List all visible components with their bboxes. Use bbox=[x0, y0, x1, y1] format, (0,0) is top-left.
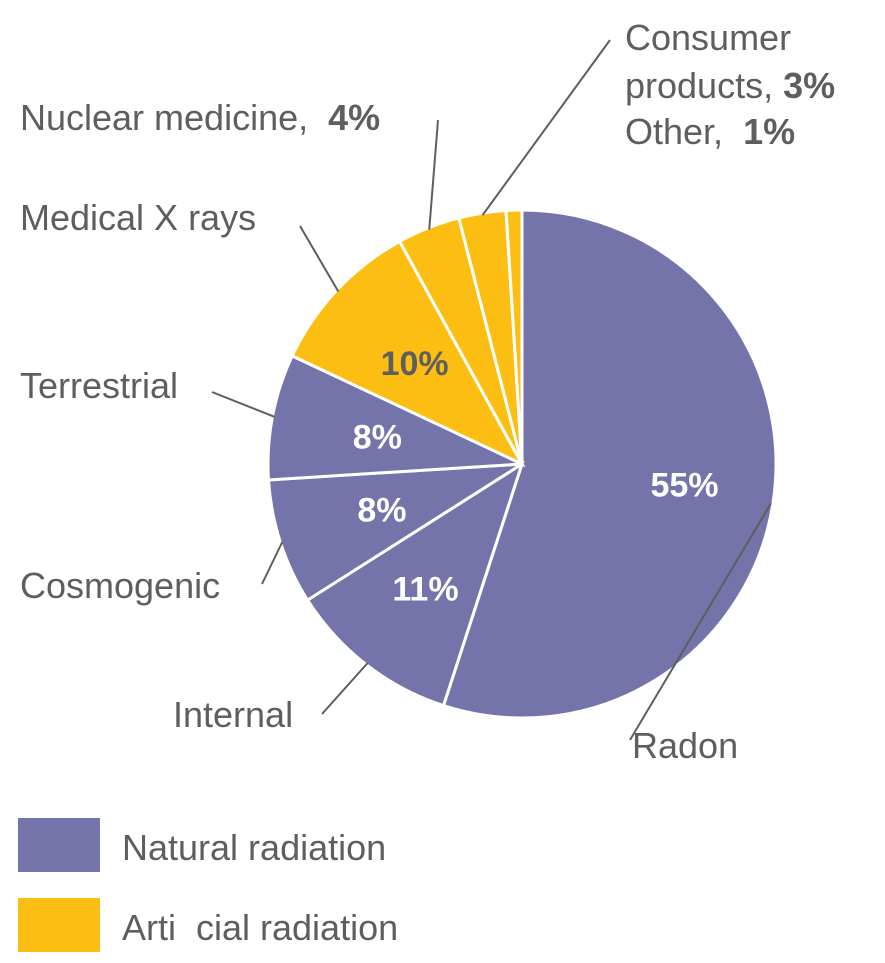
slice-percent-labels: 55% 11% 8% 8% 10% bbox=[353, 345, 719, 608]
label-medical-x-rays: Medical X rays bbox=[20, 197, 256, 238]
label-nuclear-medicine: Nuclear medicine, 4% bbox=[20, 97, 380, 138]
legend-label-natural: Natural radiation bbox=[122, 827, 386, 868]
label-consumer-products-pct: 3% bbox=[783, 65, 835, 106]
leader-cosmogenic bbox=[261, 541, 284, 585]
leader-consumer-products bbox=[481, 39, 611, 216]
legend-label-artificial: Arti cial radiation bbox=[122, 907, 398, 948]
label-consumer-products: Consumer bbox=[625, 17, 791, 58]
legend: Natural radiation Arti cial radiation bbox=[18, 818, 398, 952]
label-other-name: Other, bbox=[625, 111, 723, 152]
leader-terrestrial bbox=[211, 391, 275, 418]
legend-swatch-artificial bbox=[18, 898, 100, 952]
label-radon: Radon bbox=[632, 725, 738, 766]
label-internal: Internal bbox=[173, 694, 293, 735]
slice-pct-internal: 11% bbox=[392, 570, 458, 608]
slice-radon bbox=[441, 208, 778, 720]
label-cosmogenic: Cosmogenic bbox=[20, 565, 220, 606]
pie-slices bbox=[266, 208, 778, 720]
leader-radon bbox=[629, 502, 772, 741]
leader-lines bbox=[211, 39, 772, 741]
label-terrestrial: Terrestrial bbox=[20, 365, 178, 406]
leader-nuclear-medicine bbox=[428, 119, 439, 230]
slice-pct-terrestrial: 8% bbox=[353, 418, 402, 456]
slice-pct-medical-x-rays: 10% bbox=[381, 345, 449, 383]
slice-pct-radon: 55% bbox=[650, 466, 718, 504]
label-nuclear-medicine-name: Nuclear medicine, bbox=[20, 97, 308, 138]
slice-pct-cosmogenic: 8% bbox=[357, 492, 406, 530]
legend-swatch-natural bbox=[18, 818, 100, 872]
slice-cosmogenic bbox=[266, 462, 523, 603]
slice-other bbox=[504, 208, 524, 465]
label-other-pct: 1% bbox=[743, 111, 795, 152]
leader-medical-x-rays bbox=[299, 225, 340, 292]
label-other: Other, 1% bbox=[625, 111, 795, 152]
label-nuclear-medicine-pct: 4% bbox=[328, 97, 380, 138]
label-consumer-products-line2: products, 3% bbox=[625, 65, 835, 106]
leader-internal bbox=[321, 662, 369, 715]
